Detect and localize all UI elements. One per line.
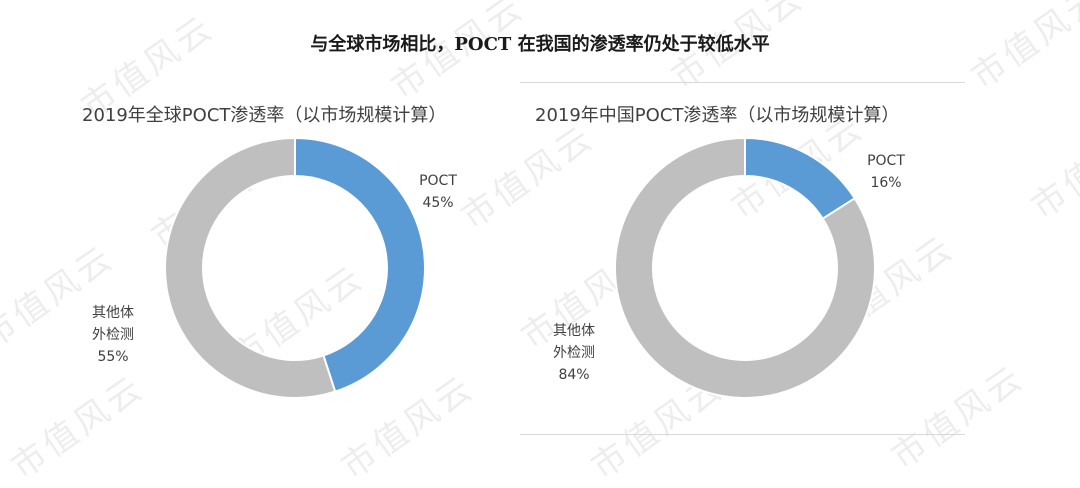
slice-label-other: 其他体外检测 84% — [553, 323, 595, 383]
donut-chart-china: POCT 16% 其他体外检测 84% — [553, 136, 905, 399]
slice-value-label: 84% — [558, 367, 589, 383]
slice-name-label: 外检测 — [553, 345, 595, 361]
page-title: 与全球市场相比，POCT 在我国的渗透率仍处于较低水平 — [310, 34, 770, 55]
slice-label-poct: POCT 45% — [419, 173, 457, 211]
donut-chart-global: POCT 45% 其他体外检测 55% — [92, 136, 457, 399]
slice-value-label: 45% — [422, 195, 453, 211]
donut-slice-poct — [294, 136, 426, 393]
chart-title-china: 2019年中国POCT渗透率（以市场规模计算） — [535, 105, 900, 126]
slice-name-label: POCT — [419, 173, 457, 189]
slice-name-label: POCT — [867, 153, 905, 169]
slice-label-poct: POCT 16% — [867, 153, 905, 191]
divider-top-right — [520, 82, 965, 83]
divider-bottom-right — [520, 434, 965, 435]
donut-slice-poct — [744, 136, 857, 221]
slice-label-other: 其他体外检测 55% — [92, 305, 134, 365]
slice-name-label: 外检测 — [92, 327, 134, 343]
watermark-text: 市值风云 — [1024, 107, 1080, 228]
slice-value-label: 16% — [870, 175, 901, 191]
chart-title-global: 2019年全球POCT渗透率（以市场规模计算） — [82, 105, 447, 126]
donut-slice-other — [164, 136, 337, 399]
slice-value-label: 55% — [97, 349, 128, 365]
donut-slice-other — [614, 136, 876, 399]
slice-name-label: 其他体 — [553, 323, 595, 339]
slice-name-label: 其他体 — [92, 305, 134, 321]
